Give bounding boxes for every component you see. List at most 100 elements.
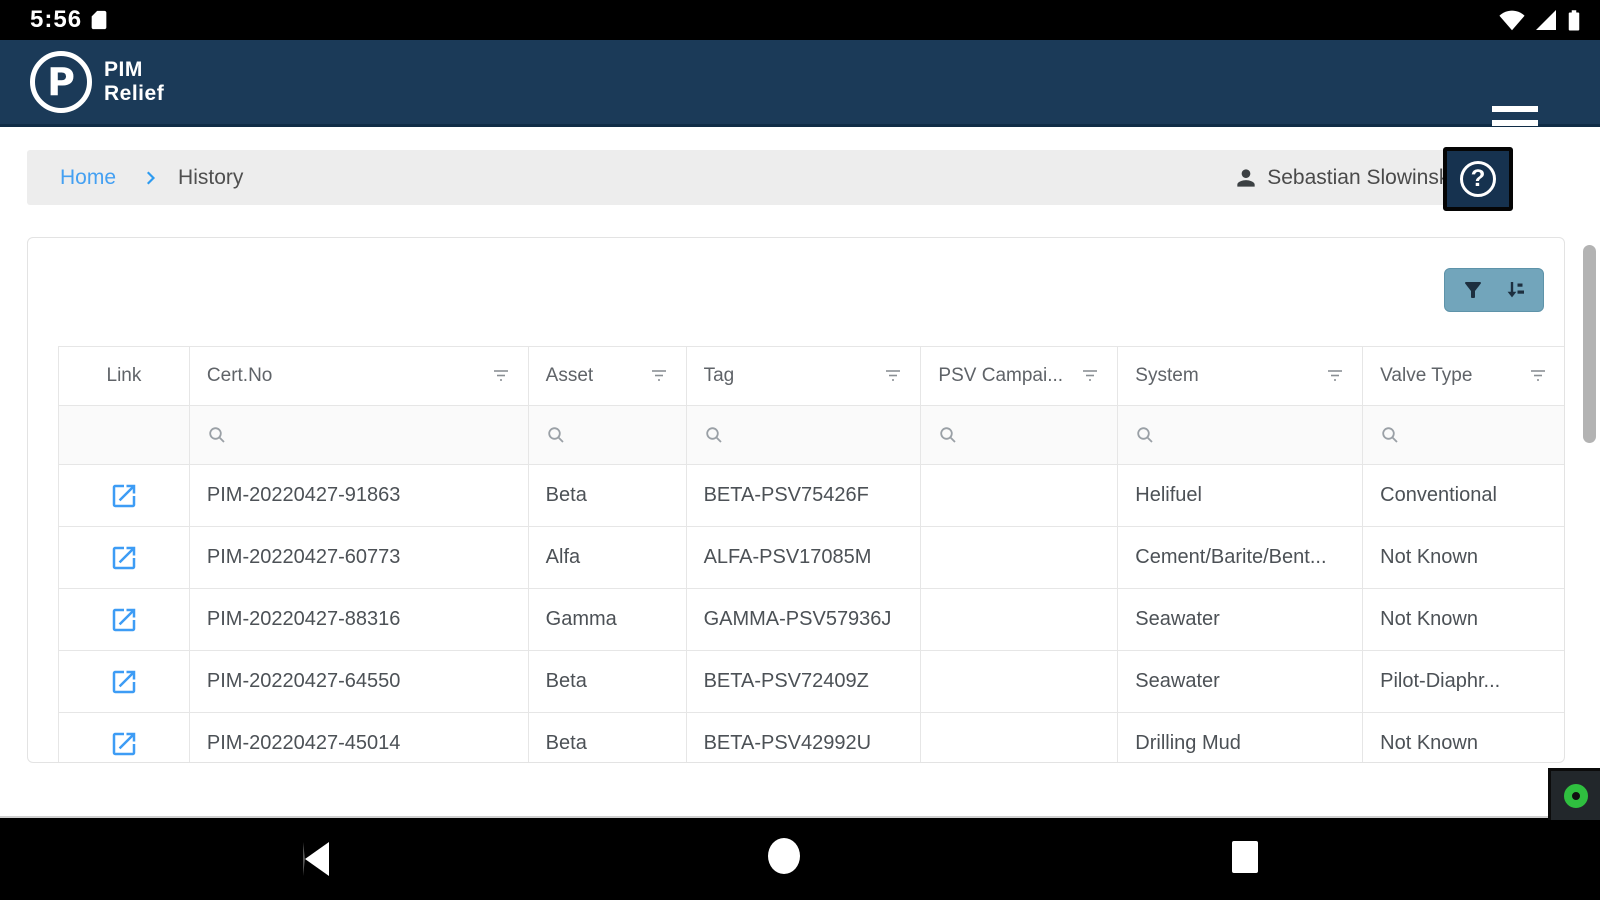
- column-header-tag: Tag: [686, 347, 922, 406]
- open-link-button[interactable]: [59, 465, 190, 527]
- open-link-button[interactable]: [59, 589, 190, 651]
- search-icon: [209, 427, 225, 443]
- sd-card-icon: [91, 10, 107, 30]
- user-menu[interactable]: Sebastian Slowinski: [1233, 165, 1454, 191]
- battery-icon: [1568, 10, 1580, 31]
- status-icons: [1497, 0, 1583, 40]
- history-table: Link Cert.No Asset Tag PSV Campai...: [58, 346, 1564, 762]
- column-header-system: System: [1118, 347, 1364, 406]
- table-row: PIM-20220427-88316 Gamma GAMMA-PSV57936J…: [59, 589, 1564, 651]
- column-header-asset: Asset: [528, 347, 687, 406]
- open-link-button[interactable]: [59, 651, 190, 713]
- column-header-link: Link: [59, 347, 190, 406]
- cell-valve-type: Not Known: [1363, 527, 1564, 589]
- cell-valve-type: Conventional: [1363, 465, 1564, 527]
- table-filter-row: [59, 406, 1564, 465]
- open-in-new-icon: [112, 484, 136, 507]
- column-filter-icon[interactable]: [1325, 368, 1345, 384]
- cell-tag: BETA-PSV42992U: [687, 713, 922, 762]
- logo-letter: P: [47, 60, 75, 104]
- search-input-tag[interactable]: [686, 406, 922, 465]
- app-header: P PIM Relief: [0, 40, 1600, 140]
- search-icon: [705, 427, 722, 443]
- cell-valve-type: Not Known: [1363, 713, 1564, 762]
- android-nav-bar: [0, 818, 1600, 900]
- cell-cert-no: PIM-20220427-88316: [189, 589, 529, 651]
- search-icon: [940, 427, 957, 443]
- open-link-button[interactable]: [59, 527, 190, 589]
- page-title: History: [178, 165, 244, 189]
- cell-system: Helifuel: [1118, 465, 1364, 527]
- column-header-psv-campaign: PSV Campai...: [921, 347, 1119, 406]
- cell-psv-campaign: [921, 713, 1119, 762]
- history-card: Link Cert.No Asset Tag PSV Campai...: [27, 237, 1565, 763]
- page-content: Home History Sebastian Slowinski ?: [0, 127, 1600, 818]
- column-filter-icon[interactable]: [491, 368, 511, 384]
- cell-asset: Alfa: [528, 527, 687, 589]
- search-icon: [547, 427, 564, 443]
- cell-system: Seawater: [1118, 589, 1364, 651]
- cell-psv-campaign: [921, 651, 1119, 713]
- search-input-psv-campaign[interactable]: [921, 406, 1119, 465]
- cell-tag: ALFA-PSV17085M: [686, 527, 922, 589]
- clock: 5:56: [30, 6, 83, 33]
- screen-record-overlay[interactable]: [1548, 768, 1600, 820]
- cell-asset: Beta: [529, 713, 687, 762]
- open-in-new-icon: [112, 670, 136, 693]
- search-input-asset[interactable]: [528, 406, 687, 465]
- open-link-button[interactable]: [59, 713, 190, 762]
- open-in-new-icon: [112, 608, 136, 631]
- column-filter-icon[interactable]: [1080, 368, 1100, 384]
- cell-tag: BETA-PSV72409Z: [686, 651, 922, 713]
- search-input-valve-type[interactable]: [1363, 406, 1564, 465]
- back-icon[interactable]: [303, 842, 329, 876]
- chevron-right-icon: [138, 165, 164, 191]
- filter-sort-toolbar: [1444, 268, 1544, 312]
- column-filter-icon[interactable]: [649, 368, 669, 384]
- search-icon: [1382, 427, 1398, 443]
- column-filter-icon[interactable]: [883, 368, 903, 384]
- table-row: PIM-20220427-64550 Beta BETA-PSV72409Z S…: [59, 651, 1564, 713]
- filter-icon[interactable]: [1461, 278, 1485, 302]
- column-filter-icon[interactable]: [1528, 368, 1548, 384]
- open-in-new-icon: [112, 546, 136, 569]
- page-scrollbar[interactable]: [1583, 245, 1596, 443]
- column-header-certno: Cert.No: [189, 347, 529, 406]
- cell-cert-no: PIM-20220427-45014: [190, 713, 529, 762]
- cell-asset: Gamma: [528, 589, 687, 651]
- table-row: PIM-20220427-45014 Beta BETA-PSV42992U D…: [59, 713, 1564, 762]
- cell-cert-no: PIM-20220427-91863: [189, 465, 529, 527]
- cell-psv-campaign: [921, 465, 1119, 527]
- app-name: PIM Relief: [104, 58, 165, 105]
- cell-valve-type: Not Known: [1363, 589, 1564, 651]
- person-icon: [1237, 168, 1255, 187]
- column-header-valve-type: Valve Type: [1363, 347, 1564, 406]
- search-input-system[interactable]: [1118, 406, 1364, 465]
- filter-cell-link: [59, 406, 190, 465]
- recents-icon[interactable]: [1232, 841, 1258, 873]
- cell-tag: BETA-PSV75426F: [686, 465, 922, 527]
- search-icon: [1137, 427, 1153, 443]
- open-in-new-icon: [112, 732, 136, 755]
- android-status-bar: 5:56: [0, 0, 1600, 40]
- cell-valve-type: Pilot-Diaphr...: [1363, 651, 1564, 713]
- sort-icon[interactable]: [1503, 278, 1527, 302]
- cell-asset: Beta: [528, 651, 687, 713]
- cell-asset: Beta: [528, 465, 687, 527]
- record-icon: [1563, 783, 1588, 808]
- help-button[interactable]: ?: [1443, 147, 1513, 211]
- breadcrumb-home-link[interactable]: Home: [60, 165, 117, 189]
- cell-system: Seawater: [1118, 651, 1364, 713]
- cell-system: Cement/Barite/Bent...: [1118, 527, 1364, 589]
- user-name: Sebastian Slowinski: [1267, 165, 1454, 189]
- home-icon[interactable]: [768, 838, 800, 874]
- help-icon: ?: [1460, 161, 1496, 197]
- cell-signal-icon: [1536, 10, 1556, 30]
- cell-cert-no: PIM-20220427-60773: [189, 527, 529, 589]
- table-header-row: Link Cert.No Asset Tag PSV Campai...: [59, 347, 1564, 406]
- cell-psv-campaign: [921, 589, 1119, 651]
- search-input-certno[interactable]: [189, 406, 529, 465]
- app-logo: P: [30, 51, 92, 113]
- cell-system: Drilling Mud: [1118, 713, 1364, 762]
